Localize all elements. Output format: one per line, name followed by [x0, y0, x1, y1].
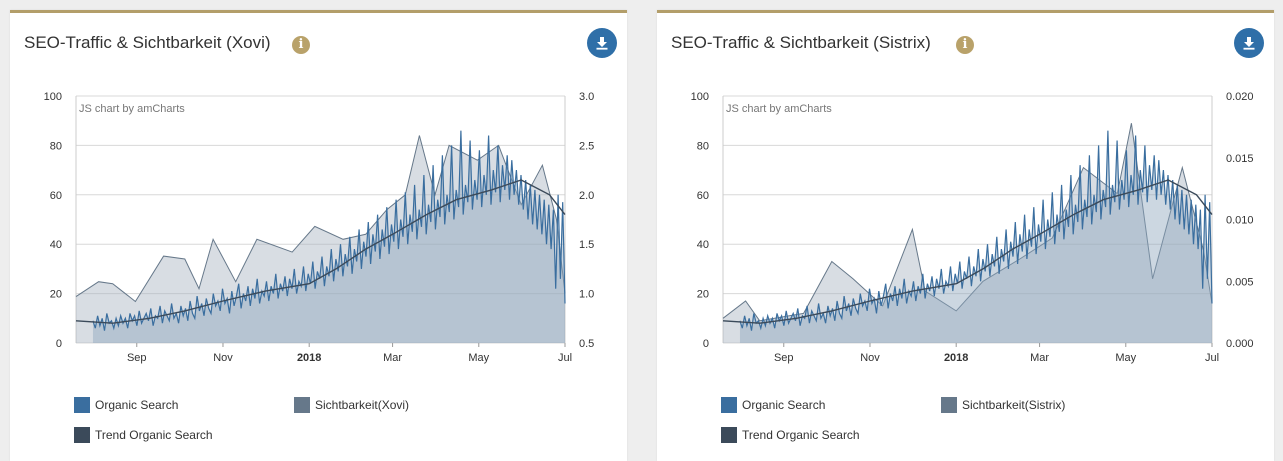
organic-search-area	[739, 130, 1212, 343]
y-right-tick-label: 0.5	[579, 338, 594, 350]
legend-item-organic-search[interactable]: Organic Search	[74, 397, 178, 413]
organic-search-area	[92, 130, 566, 343]
x-tick-label: Nov	[213, 352, 233, 364]
chart-watermark: JS chart by amCharts	[726, 103, 832, 115]
y-right-tick-label: 1.5	[579, 239, 594, 251]
visibility-line	[75, 135, 566, 303]
info-icon[interactable]: i	[956, 36, 974, 54]
y-left-tick-label: 0	[56, 338, 62, 350]
legend-swatch	[721, 397, 737, 413]
chart-sistrix: JS chart by amCharts 0 20 40 60 80 100 0.000 0.0…	[691, 91, 1254, 364]
organic-search-line	[92, 130, 566, 331]
panel-title: SEO-Traffic & Sichtbarkeit (Sistrix)	[671, 33, 931, 52]
legend-item-sichtbarkeit[interactable]: Sichtbarkeit(Xovi)	[294, 397, 409, 413]
legend-swatch	[941, 397, 957, 413]
y-left-tick-label: 0	[703, 338, 709, 350]
chart-panel-sistrix: SEO-Traffic & Sichtbarkeit (Sistrix) i J…	[657, 10, 1274, 461]
legend-label: Trend Organic Search	[742, 428, 860, 442]
x-tick-label: Jul	[1205, 352, 1219, 364]
y-left-tick-label: 20	[697, 289, 709, 301]
panel-title: SEO-Traffic & Sichtbarkeit (Xovi)	[24, 33, 271, 52]
chart-panel-xovi: SEO-Traffic & Sichtbarkeit (Xovi) i JS c…	[10, 10, 627, 461]
legend-swatch	[74, 427, 90, 443]
legend-label: Sichtbarkeit(Sistrix)	[962, 398, 1066, 412]
y-left-tick-label: 80	[50, 140, 62, 152]
y-right-tick-label: 0.020	[1226, 91, 1254, 103]
y-left-tick-label: 80	[697, 140, 709, 152]
x-tick-label: Nov	[860, 352, 880, 364]
y-right-tick-label: 1.0	[579, 289, 594, 301]
legend-item-organic-search[interactable]: Organic Search	[721, 397, 825, 413]
y-right-tick-label: 0.010	[1226, 215, 1254, 227]
chart-watermark: JS chart by amCharts	[79, 103, 185, 115]
x-tick-label: May	[468, 352, 489, 364]
download-button[interactable]	[587, 28, 617, 58]
legend-label: Organic Search	[742, 398, 826, 412]
x-tick-label: Mar	[1030, 352, 1049, 364]
x-tick-label: 2018	[297, 352, 321, 364]
x-tick-label: Jul	[558, 352, 572, 364]
x-tick-label: 2018	[944, 352, 968, 364]
legend-swatch	[721, 427, 737, 443]
trend-line	[722, 179, 1213, 324]
trend-line	[75, 179, 566, 324]
info-icon[interactable]: i	[292, 36, 310, 54]
y-left-tick-label: 20	[50, 289, 62, 301]
x-tick-label: Sep	[127, 352, 147, 364]
y-left-tick-label: 40	[50, 239, 62, 251]
visibility-area	[76, 135, 565, 343]
legend-item-sichtbarkeit[interactable]: Sichtbarkeit(Sistrix)	[941, 397, 1065, 413]
legend-label: Organic Search	[95, 398, 179, 412]
y-left-tick-label: 60	[50, 190, 62, 202]
legend-label: Sichtbarkeit(Xovi)	[315, 398, 410, 412]
y-left-tick-label: 40	[697, 239, 709, 251]
y-right-tick-label: 0.015	[1226, 153, 1254, 165]
organic-search-line	[739, 130, 1213, 331]
y-right-tick-label: 0.000	[1226, 338, 1254, 350]
y-left-tick-label: 100	[44, 91, 62, 103]
chart-xovi: JS chart by amCharts 0 20 40 60 80 100 0.5 1.0 1.…	[44, 91, 595, 364]
legend-label: Trend Organic Search	[95, 428, 213, 442]
y-right-tick-label: 3.0	[579, 91, 594, 103]
x-tick-label: May	[1115, 352, 1136, 364]
legend-item-trend[interactable]: Trend Organic Search	[74, 427, 213, 443]
y-right-tick-label: 0.005	[1226, 276, 1254, 288]
y-left-tick-label: 60	[697, 190, 709, 202]
legend-swatch	[74, 397, 90, 413]
y-right-tick-label: 2.5	[579, 140, 594, 152]
x-tick-label: Sep	[774, 352, 794, 364]
y-right-tick-label: 2.0	[579, 190, 594, 202]
download-icon	[1243, 37, 1255, 50]
download-icon	[596, 37, 608, 50]
visibility-line	[722, 123, 1213, 322]
x-tick-label: Mar	[383, 352, 402, 364]
download-button[interactable]	[1234, 28, 1264, 58]
y-left-tick-label: 100	[691, 91, 709, 103]
legend-swatch	[294, 397, 310, 413]
legend-item-trend[interactable]: Trend Organic Search	[721, 427, 860, 443]
